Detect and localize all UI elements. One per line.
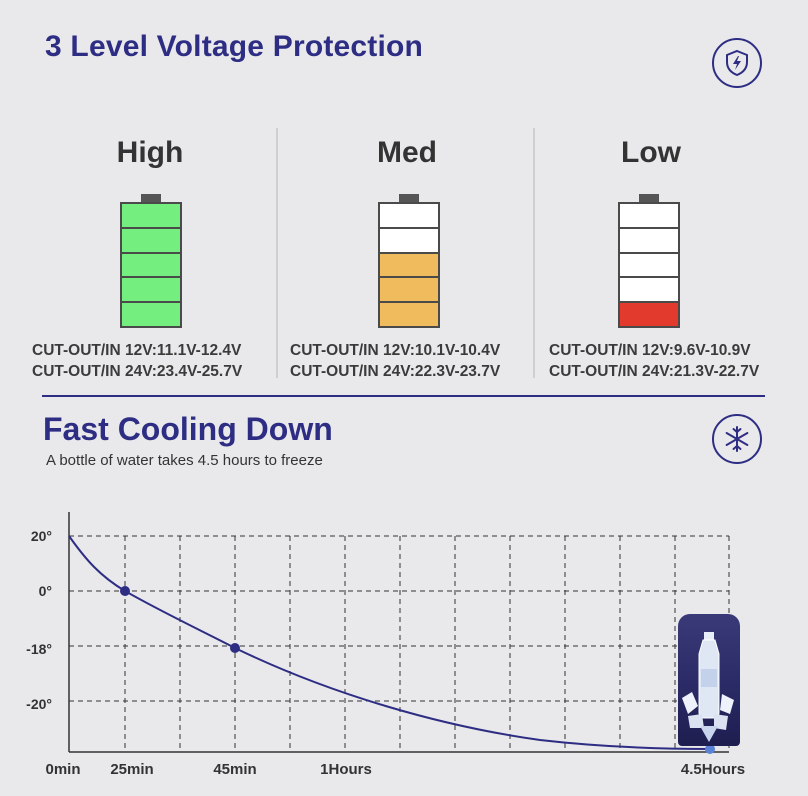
level-label: High xyxy=(116,136,184,169)
cooling-title: Fast Cooling Down xyxy=(43,411,333,447)
level-label: Med xyxy=(377,136,437,169)
data-point xyxy=(705,744,715,754)
frozen-water-bottle xyxy=(678,614,740,746)
x-tick-label: 4.5Hours xyxy=(681,761,745,778)
x-tick-label: 45min xyxy=(213,761,256,778)
voltage-title: 3 Level Voltage Protection xyxy=(45,30,424,63)
cooling-chart: 20° 0° -18° -20° 0min 25min 45min 1Hours 4.5Hour… xyxy=(26,512,745,778)
battery-segment xyxy=(620,251,678,277)
battery-segment xyxy=(620,301,678,326)
y-tick-label: -18° xyxy=(26,641,52,657)
battery-segment xyxy=(380,204,438,227)
battery-segment xyxy=(122,301,180,326)
snowflake-icon xyxy=(712,414,762,464)
level-label: Low xyxy=(621,136,681,169)
battery-segment xyxy=(620,276,678,301)
y-tick-label: -20° xyxy=(26,696,52,712)
x-tick-label: 25min xyxy=(110,761,153,778)
section-divider xyxy=(42,395,765,397)
battery-segment xyxy=(122,251,180,277)
battery-icon xyxy=(378,194,440,328)
cooling-subtitle: A bottle of water takes 4.5 hours to fre… xyxy=(46,452,323,469)
battery-icon xyxy=(618,194,680,328)
spec-text: CUT-OUT/IN 12V:10.1V-10.4V CUT-OUT/IN 24V… xyxy=(290,342,501,380)
data-point xyxy=(230,643,240,653)
battery-segment xyxy=(620,226,678,252)
x-tick-label: 0min xyxy=(45,761,80,778)
battery-segment xyxy=(380,226,438,252)
series-line xyxy=(68,535,711,750)
shield-bolt-icon xyxy=(712,38,762,88)
battery-segment xyxy=(380,276,438,302)
battery-segment xyxy=(122,276,180,302)
data-point xyxy=(120,586,130,596)
battery-icon xyxy=(120,194,182,328)
battery-segment xyxy=(380,251,438,277)
y-tick-label: 20° xyxy=(31,528,52,544)
spec-text: CUT-OUT/IN 12V:9.6V-10.9V CUT-OUT/IN 24V:… xyxy=(549,342,760,380)
y-tick-label: 0° xyxy=(39,583,52,599)
battery-segment xyxy=(122,226,180,252)
battery-segment xyxy=(380,301,438,326)
x-tick-label: 1Hours xyxy=(320,761,372,778)
battery-segment xyxy=(620,204,678,227)
battery-segment xyxy=(122,204,180,227)
spec-text: CUT-OUT/IN 12V:11.1V-12.4V CUT-OUT/IN 24V… xyxy=(32,342,243,380)
